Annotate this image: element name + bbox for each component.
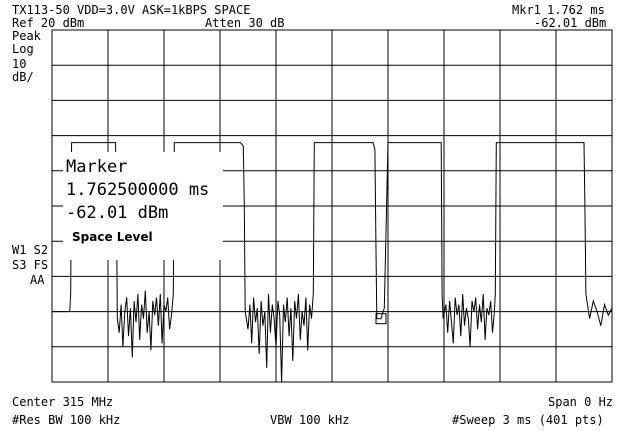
sweep-time: #Sweep 3 ms (401 pts)	[452, 414, 604, 427]
marker-annotation-level: -62.01 dBm	[66, 203, 168, 223]
video-bandwidth: VBW 100 kHz	[270, 414, 349, 427]
resolution-bandwidth: #Res BW 100 kHz	[12, 414, 120, 427]
marker-annotation-time: 1.762500000 ms	[66, 180, 209, 200]
marker-annotation-note: Space Level	[72, 230, 153, 244]
span: Span 0 Hz	[548, 396, 613, 409]
marker-annotation-title: Marker	[66, 157, 127, 177]
center-frequency: Center 315 MHz	[12, 396, 113, 409]
